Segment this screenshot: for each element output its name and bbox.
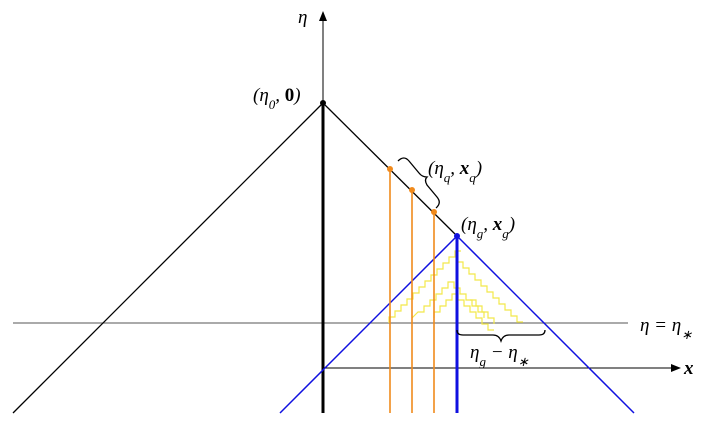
label-part: − η (486, 342, 518, 363)
galaxy-label: (ηg, xg) (461, 214, 515, 241)
origin-label: (η0, 0) (253, 85, 301, 112)
quasar-worldlines (389, 169, 435, 413)
label-part: g (479, 354, 486, 369)
brace-q (397, 157, 440, 209)
label-part: x (492, 214, 503, 235)
yellow-paths (388, 250, 523, 331)
galaxy-cone-right (456, 235, 635, 414)
galaxy-cone-left (279, 235, 458, 414)
galaxy-point (454, 233, 460, 239)
label-part: (η (428, 158, 444, 179)
label-part: (η (461, 214, 477, 235)
label-part: , (275, 85, 285, 106)
origin-point (320, 100, 326, 106)
label-part: η (470, 342, 479, 363)
quasar-points (387, 166, 437, 215)
label-part: ∗ (518, 354, 529, 369)
quasar-label: (ηq, xq) (428, 158, 482, 185)
x-axis-label: x (683, 358, 694, 379)
eta-axis-label: η (298, 7, 307, 28)
label-part: x (683, 358, 694, 379)
brace-distance (456, 329, 546, 344)
label-part: , (450, 158, 460, 179)
label-part: η (298, 7, 307, 28)
label-part: ) (475, 158, 482, 179)
label-part: 0 (285, 85, 295, 106)
label-part: g (477, 226, 484, 241)
label-part: η = η (640, 315, 681, 336)
distance-label: ηg − η∗ (470, 342, 529, 369)
label-part: , (483, 214, 493, 235)
label-part: ) (293, 85, 300, 106)
eta-star-label: η = η∗ (640, 315, 692, 342)
label-part: ∗ (681, 327, 692, 342)
label-part: q (469, 170, 476, 185)
label-part: ) (508, 214, 515, 235)
label-part: x (459, 158, 470, 179)
label-part: (η (253, 85, 269, 106)
label-part: q (444, 170, 451, 185)
past-cone-left (12, 102, 324, 414)
label-part: 0 (269, 97, 276, 112)
label-part: g (502, 226, 509, 241)
